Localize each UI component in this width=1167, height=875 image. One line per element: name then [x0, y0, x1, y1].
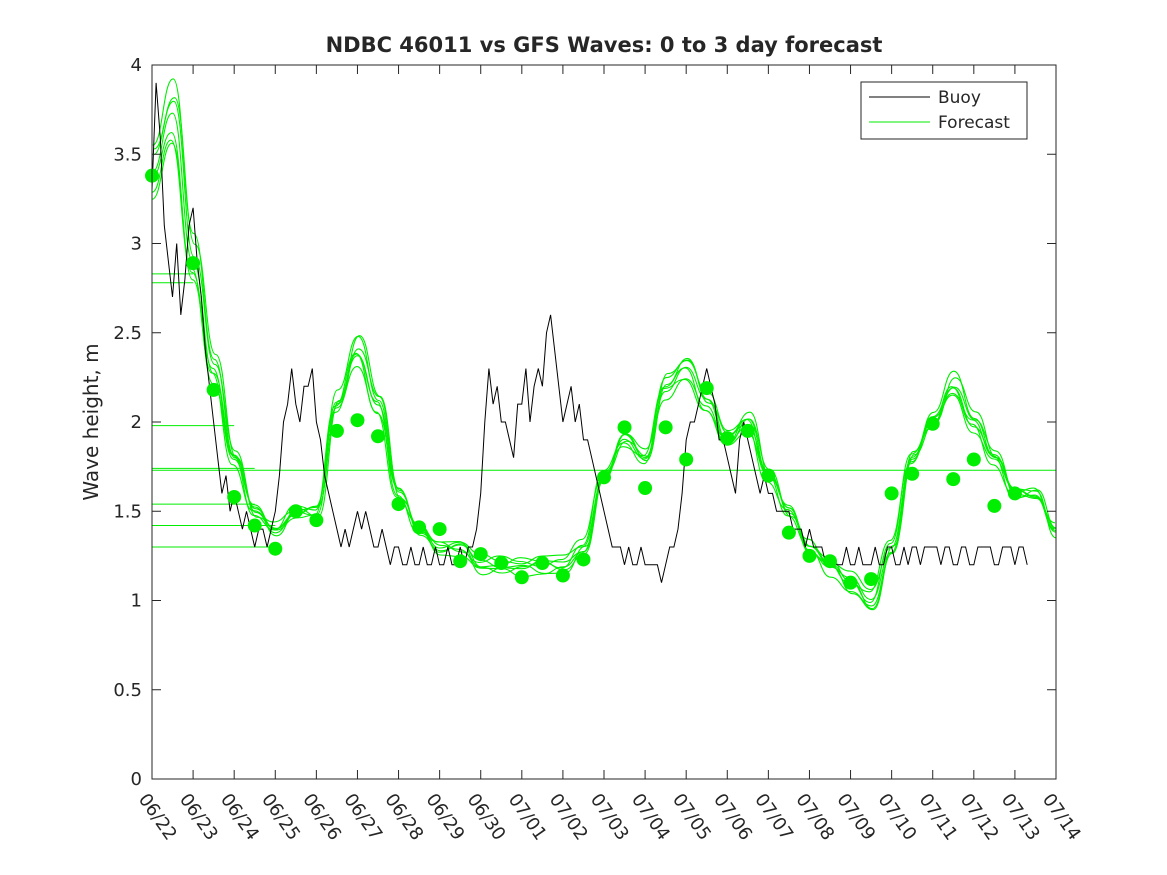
- forecast-init-point: [576, 552, 591, 567]
- forecast-line: [151, 139, 1055, 593]
- x-tick-label: 07/03: [586, 790, 633, 845]
- x-tick-label: 06/22: [134, 790, 181, 845]
- forecast-init-point: [391, 497, 406, 512]
- x-tick-label: 06/26: [298, 790, 345, 845]
- forecast-init-point: [412, 520, 427, 535]
- x-tick-label: 07/07: [750, 790, 797, 845]
- forecast-init-point: [494, 556, 509, 571]
- forecast-init-point: [617, 420, 632, 435]
- forecast-init-point: [966, 452, 981, 467]
- forecast-init-point: [597, 470, 611, 485]
- forecast-init-point: [1007, 486, 1022, 501]
- forecast-init-point: [227, 489, 242, 504]
- x-tick-label: 07/13: [997, 790, 1044, 845]
- forecast-init-point: [268, 541, 283, 556]
- x-tick-label: 06/28: [380, 790, 427, 845]
- y-tick-label: 2: [131, 412, 142, 433]
- x-tick-label: 07/12: [956, 790, 1003, 845]
- legend: Buoy Forecast: [860, 81, 1028, 140]
- plot-area: [152, 65, 1056, 779]
- x-tick-label: 06/30: [463, 790, 510, 845]
- forecast-init-point: [186, 256, 201, 271]
- chart-title: NDBC 46011 vs GFS Waves: 0 to 3 day fore…: [326, 33, 883, 57]
- x-tick-label: 07/01: [504, 790, 551, 845]
- forecast-init-point: [371, 429, 385, 444]
- y-tick-label: 1.5: [113, 501, 142, 522]
- forecast-init-point: [535, 556, 550, 571]
- forecast-init-point: [699, 381, 714, 396]
- forecast-init-point: [679, 452, 694, 467]
- y-tick-label: 1: [131, 591, 142, 612]
- forecast-init-point: [823, 554, 837, 569]
- forecast-init-point: [350, 413, 365, 428]
- forecast-init-point: [473, 547, 488, 562]
- forecast-init-point: [453, 554, 468, 569]
- y-tick-label: 3.5: [113, 144, 142, 165]
- y-axis-label: Wave height, m: [79, 343, 103, 500]
- forecast-init-point: [884, 486, 899, 501]
- forecast-init-point: [843, 575, 858, 590]
- y-tick-label: 0.5: [113, 680, 142, 701]
- buoy-line: [151, 82, 1028, 583]
- forecast-init-point: [309, 513, 324, 528]
- forecast-init-point: [329, 423, 344, 438]
- forecast-init-point: [802, 548, 817, 563]
- forecast-init-point: [555, 568, 570, 583]
- legend-box: [860, 81, 1028, 140]
- x-tick-label: 06/27: [339, 790, 386, 845]
- legend-forecast-label: Forecast: [938, 113, 1010, 133]
- x-tick-label: 07/11: [915, 790, 962, 845]
- forecast-init-point: [905, 466, 920, 481]
- forecast-init-point: [247, 518, 262, 533]
- legend-buoy-label: Buoy: [938, 88, 981, 108]
- forecast-init-point: [206, 382, 221, 397]
- forecast-line: [151, 142, 1056, 591]
- y-tick-label: 3: [131, 234, 142, 255]
- forecast-init-points: [145, 168, 1022, 590]
- forecast-init-point: [781, 525, 796, 540]
- y-tick-label: 2.5: [113, 323, 142, 344]
- forecast-init-point: [740, 423, 755, 438]
- x-tick-label: 07/09: [832, 790, 879, 845]
- y-tick-label: 0: [131, 769, 142, 790]
- forecast-init-point: [761, 468, 776, 483]
- forecast-init-point: [514, 570, 529, 585]
- x-tick-label: 07/04: [627, 790, 674, 845]
- x-tick-label: 06/29: [422, 790, 469, 845]
- x-tick-label: 07/06: [709, 790, 756, 845]
- forecast-init-point: [658, 420, 673, 435]
- forecast-series: [151, 78, 1057, 611]
- x-tick-label: 07/10: [874, 790, 921, 845]
- forecast-init-point: [987, 498, 1002, 513]
- y-tick-label: 4: [131, 55, 142, 76]
- x-tick-label: 06/23: [175, 790, 222, 845]
- y-axis: 0 0.5 1 1.5 2 2.5 3 3.5 4: [113, 55, 1056, 790]
- x-tick-label: 06/25: [257, 790, 304, 845]
- x-tick-label: 07/02: [545, 790, 592, 845]
- x-tick-label: 07/05: [668, 790, 715, 845]
- forecast-init-point: [925, 416, 940, 431]
- forecast-line: [152, 78, 1057, 607]
- x-tick-label: 07/14: [1038, 790, 1085, 845]
- forecast-init-point: [864, 572, 879, 587]
- forecast-init-point: [432, 522, 447, 537]
- forecast-init-point: [288, 504, 303, 519]
- forecast-init-point: [720, 431, 735, 446]
- forecast-init-point: [638, 481, 653, 496]
- x-tick-label: 06/24: [216, 790, 263, 845]
- x-tick-label: 07/08: [791, 790, 838, 845]
- forecast-init-point: [946, 472, 961, 487]
- buoy-series: [151, 82, 1028, 583]
